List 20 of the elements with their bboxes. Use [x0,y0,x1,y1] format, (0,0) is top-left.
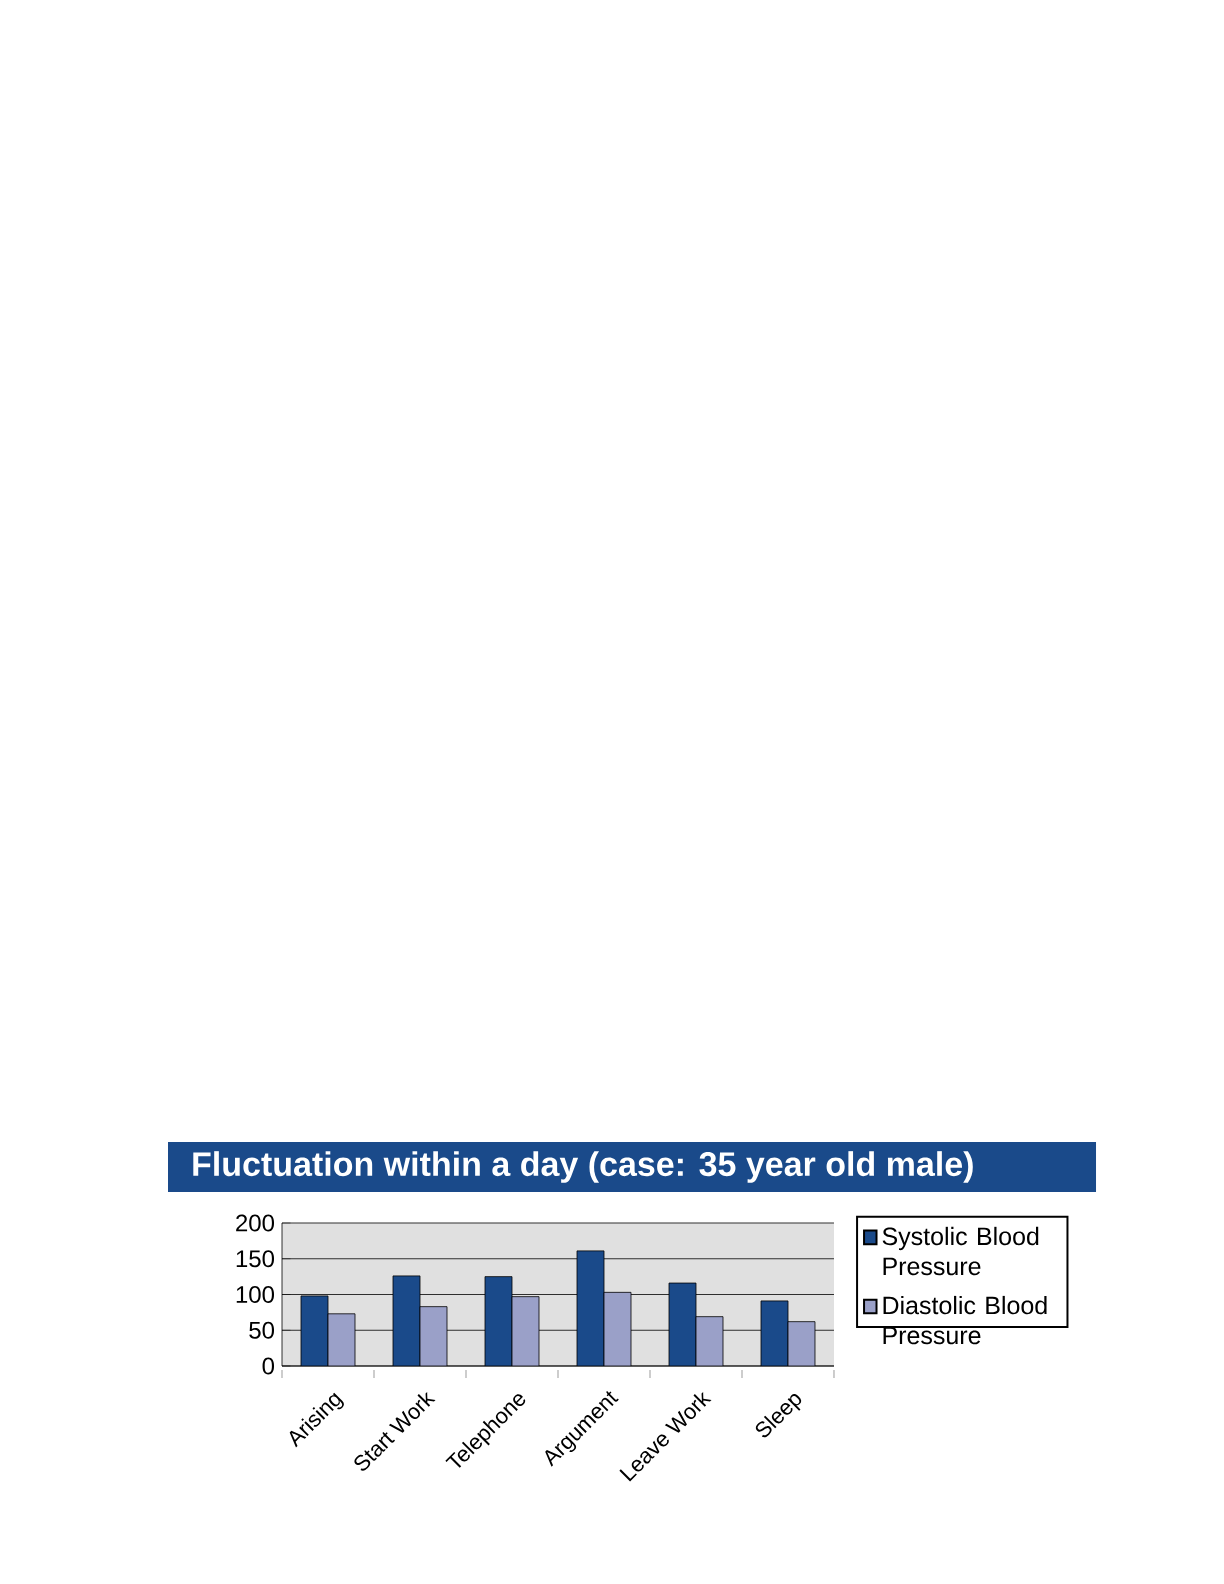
y-tick-label: 100 [236,1286,275,1304]
bar [511,1296,540,1366]
bar [668,1282,697,1366]
y-tick-label: 50 [249,1321,275,1339]
y-tick-label: 150 [236,1250,275,1268]
bar [603,1291,632,1366]
bar [760,1300,789,1366]
bar [695,1316,724,1366]
bar [576,1250,605,1366]
bar [300,1295,329,1366]
legend-label: Diastolic Blood Pressure [883,1295,1047,1345]
chart-title: Fluctuation within a day (case: 35 year old male) [193,1151,973,1183]
bar [787,1321,816,1366]
legend-label: Systolic Blood Pressure [882,1226,1039,1276]
y-tick-label: 200 [236,1214,275,1232]
bar [327,1313,356,1366]
y-tick-label: 0 [262,1357,275,1375]
bar [392,1275,421,1366]
bar [419,1306,448,1366]
bar [484,1276,513,1366]
